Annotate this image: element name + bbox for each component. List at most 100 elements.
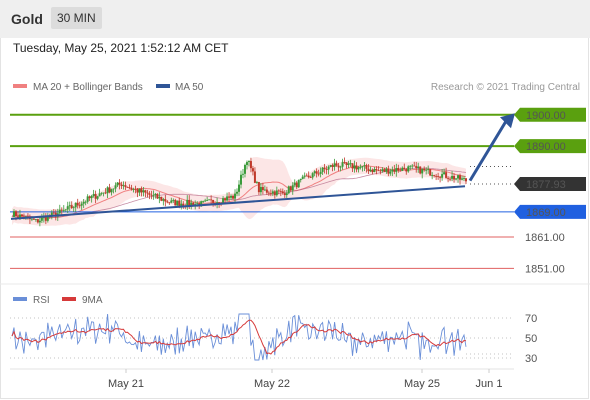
candle-body	[238, 184, 240, 192]
candle-body	[202, 200, 205, 202]
candle-body	[68, 205, 71, 207]
candle-body	[447, 177, 450, 179]
candle-body	[42, 217, 45, 218]
candle-body	[441, 174, 444, 178]
candle-body	[319, 171, 322, 174]
x-label-3: Jun 1	[476, 378, 503, 390]
candle-body	[98, 193, 101, 197]
candle-body	[439, 176, 442, 178]
candle-body	[62, 209, 65, 211]
candle-body	[305, 175, 308, 177]
candle-body	[110, 189, 113, 193]
legend-swatch-rsi	[13, 297, 27, 301]
candle-body	[295, 182, 298, 188]
candle-body	[359, 167, 362, 168]
candle-body	[337, 165, 340, 168]
candle-body	[275, 190, 278, 196]
level-label-5: 1851.00	[525, 263, 565, 275]
candle-body	[333, 163, 336, 167]
legend-rsi: RSI	[33, 295, 50, 306]
candle-body	[349, 163, 352, 165]
candle-body	[291, 185, 294, 191]
main-plot	[10, 113, 515, 269]
chart-frame	[0, 38, 589, 399]
legend-9ma: 9MA	[82, 295, 103, 306]
rsi-tick-70: 70	[525, 313, 537, 325]
candle-body	[144, 190, 147, 193]
timestamp: Tuesday, May 25, 2021 1:52:12 AM CET	[13, 41, 229, 55]
candle-body	[226, 196, 229, 201]
candle-body	[12, 211, 15, 217]
candle-body	[427, 169, 430, 170]
candle-body	[293, 182, 296, 186]
candle-body	[32, 218, 35, 220]
candle-body	[52, 212, 55, 214]
level-labels: 1900.00 1890.00 1877.93 1869.00 1861.00 1851.…	[514, 107, 586, 275]
candle-body	[303, 175, 306, 177]
candle-body	[84, 201, 87, 203]
candle-body	[66, 206, 69, 210]
trend-line	[10, 185, 466, 220]
candle-body	[265, 189, 268, 193]
candle-body	[106, 187, 109, 194]
candle-body	[74, 202, 77, 208]
candle-body	[413, 165, 416, 167]
candle-body	[90, 195, 93, 199]
candle-body	[457, 175, 460, 179]
candle-body	[78, 205, 81, 207]
candle-body	[435, 175, 438, 177]
candle-body	[200, 201, 203, 207]
candle-body	[421, 168, 424, 174]
candle-body	[20, 214, 23, 217]
candle-body	[174, 200, 177, 206]
candle-body	[355, 165, 358, 170]
candle-body	[166, 201, 169, 203]
candle-body	[297, 180, 300, 188]
candle-body	[100, 192, 103, 194]
source-credit: Research © 2021 Trading Central	[431, 82, 580, 93]
candle-body	[401, 167, 404, 171]
candle-body	[451, 176, 454, 179]
candle-body	[433, 175, 436, 176]
candle-body	[82, 201, 85, 204]
candle-body	[162, 199, 165, 201]
candle-body	[289, 186, 292, 191]
candle-body	[445, 172, 448, 178]
candle-body	[36, 219, 39, 223]
candle-body	[331, 165, 334, 167]
candle-body	[16, 216, 19, 218]
candle-body	[251, 168, 254, 172]
candle-body	[423, 168, 426, 171]
candle-body	[40, 217, 43, 221]
timeframe-button[interactable]: 30 MIN	[51, 7, 102, 29]
candle-body	[96, 196, 99, 199]
candle-body	[108, 187, 111, 193]
level-label-0: 1900.00	[526, 110, 566, 122]
candle-body	[94, 194, 97, 199]
level-tag-3	[514, 204, 586, 219]
candle-body	[431, 175, 434, 176]
candle-body	[357, 167, 360, 170]
candle-body	[409, 165, 412, 167]
candle-body	[351, 163, 354, 169]
target-arrow-shaft	[468, 117, 510, 182]
candle-body	[453, 176, 456, 180]
candle-body	[455, 178, 458, 180]
candle-body	[411, 165, 414, 167]
candle-body	[18, 214, 21, 218]
candle-body	[104, 192, 107, 194]
candle-body	[419, 166, 422, 174]
candle-body	[140, 188, 143, 193]
candle-body	[88, 196, 91, 199]
candle-body	[317, 173, 320, 175]
candle-body	[301, 176, 304, 179]
candle-body	[341, 162, 344, 167]
candle-body	[241, 173, 244, 175]
candle-body	[397, 167, 400, 171]
candle-body	[188, 199, 191, 206]
candle-body	[210, 199, 213, 201]
candle-body	[208, 199, 211, 201]
candle-body	[307, 175, 310, 178]
candle-body	[461, 178, 464, 180]
